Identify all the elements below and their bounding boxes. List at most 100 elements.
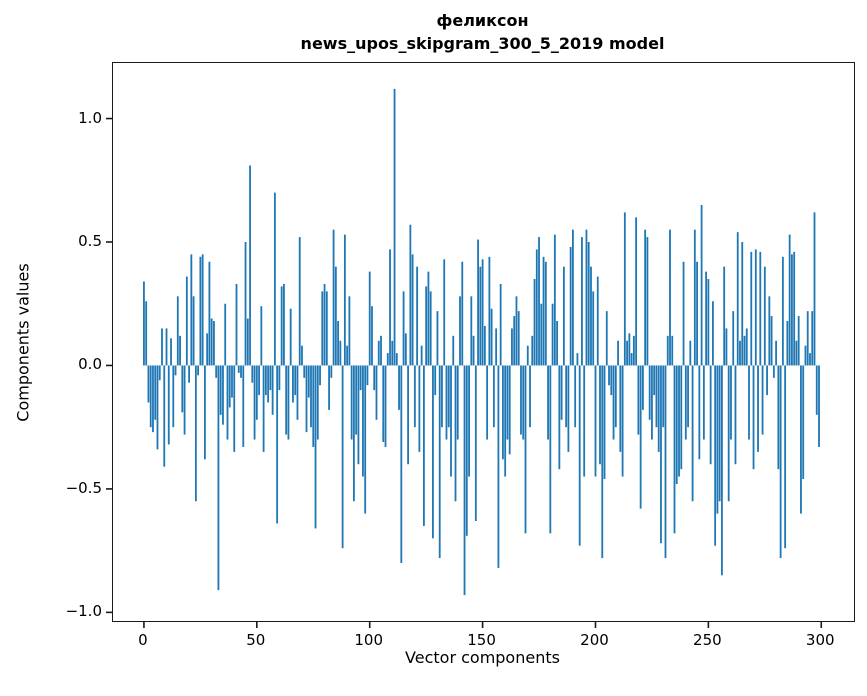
bar bbox=[226, 365, 229, 440]
bar bbox=[637, 365, 640, 435]
bar bbox=[793, 251, 796, 366]
bar bbox=[459, 296, 461, 366]
bar bbox=[775, 340, 778, 366]
bar bbox=[373, 365, 376, 391]
bar bbox=[359, 365, 362, 391]
bar bbox=[605, 311, 608, 366]
bar bbox=[303, 365, 306, 378]
bar bbox=[809, 353, 811, 366]
bar bbox=[276, 365, 279, 524]
bar bbox=[310, 365, 312, 428]
bar bbox=[705, 271, 708, 366]
bar bbox=[687, 365, 689, 428]
bar bbox=[188, 365, 190, 383]
bar bbox=[644, 229, 647, 366]
bar bbox=[161, 328, 163, 366]
bar bbox=[341, 365, 344, 549]
bar bbox=[172, 365, 175, 428]
bar bbox=[648, 365, 651, 420]
bar bbox=[711, 301, 714, 366]
bar bbox=[675, 365, 678, 484]
bar bbox=[420, 345, 423, 366]
bar bbox=[422, 365, 425, 526]
y-tick-label: 1.0 bbox=[78, 108, 102, 127]
bar bbox=[513, 316, 516, 366]
bar bbox=[761, 365, 764, 435]
bar bbox=[682, 261, 685, 366]
bar bbox=[233, 365, 236, 452]
bar bbox=[416, 266, 419, 366]
bar bbox=[237, 365, 240, 373]
bar bbox=[540, 303, 543, 366]
bar bbox=[669, 229, 671, 366]
bar bbox=[678, 365, 680, 477]
bar bbox=[441, 365, 443, 428]
bar bbox=[208, 261, 211, 366]
bar bbox=[285, 365, 288, 435]
bar bbox=[246, 318, 249, 366]
y-tick-label: −1.0 bbox=[65, 602, 102, 621]
bar bbox=[666, 335, 669, 366]
bar bbox=[590, 266, 592, 366]
bar bbox=[314, 365, 317, 529]
bar bbox=[709, 365, 712, 465]
bar bbox=[461, 261, 464, 366]
bar bbox=[264, 365, 267, 396]
bar bbox=[183, 365, 186, 435]
bar bbox=[228, 365, 231, 408]
bar bbox=[393, 88, 396, 366]
bar bbox=[357, 365, 360, 465]
bar bbox=[219, 365, 222, 415]
bar bbox=[581, 237, 583, 366]
bar bbox=[450, 365, 452, 477]
bar bbox=[192, 296, 195, 366]
bar bbox=[499, 283, 502, 366]
bar bbox=[389, 249, 391, 366]
bar bbox=[791, 254, 793, 366]
bar bbox=[490, 308, 493, 366]
bar bbox=[795, 340, 798, 366]
bar bbox=[316, 365, 319, 440]
bar bbox=[497, 365, 500, 568]
bar bbox=[574, 365, 577, 428]
bar bbox=[258, 365, 260, 396]
bar bbox=[617, 340, 619, 366]
bar bbox=[662, 365, 665, 428]
bar bbox=[407, 365, 409, 465]
bar bbox=[194, 365, 197, 502]
bar bbox=[623, 212, 626, 366]
bar bbox=[804, 345, 807, 366]
bar bbox=[802, 365, 805, 480]
bar bbox=[748, 365, 750, 440]
bar bbox=[395, 353, 398, 366]
bar bbox=[707, 279, 710, 366]
bar bbox=[454, 365, 457, 502]
bar bbox=[752, 365, 755, 470]
bar bbox=[353, 365, 355, 502]
bar bbox=[334, 266, 337, 366]
y-tick-label: 0.5 bbox=[78, 232, 102, 250]
bar bbox=[242, 365, 245, 447]
bar bbox=[766, 365, 768, 396]
bar bbox=[474, 365, 477, 522]
y-axis-label: Components values bbox=[13, 263, 33, 422]
bar bbox=[781, 256, 784, 366]
bar bbox=[583, 365, 586, 477]
bar bbox=[657, 365, 660, 452]
bar bbox=[348, 296, 351, 366]
bar bbox=[325, 291, 328, 366]
bar bbox=[551, 303, 554, 366]
bar bbox=[375, 365, 378, 420]
bar bbox=[143, 281, 145, 366]
bar bbox=[759, 251, 762, 366]
bar bbox=[569, 246, 572, 366]
bar bbox=[321, 291, 324, 366]
bar bbox=[470, 296, 473, 366]
bar bbox=[511, 328, 513, 366]
bar bbox=[206, 333, 209, 366]
x-tick-label: 0 bbox=[138, 631, 148, 649]
bar bbox=[533, 279, 536, 366]
bar bbox=[477, 239, 479, 366]
bar bbox=[621, 365, 624, 477]
